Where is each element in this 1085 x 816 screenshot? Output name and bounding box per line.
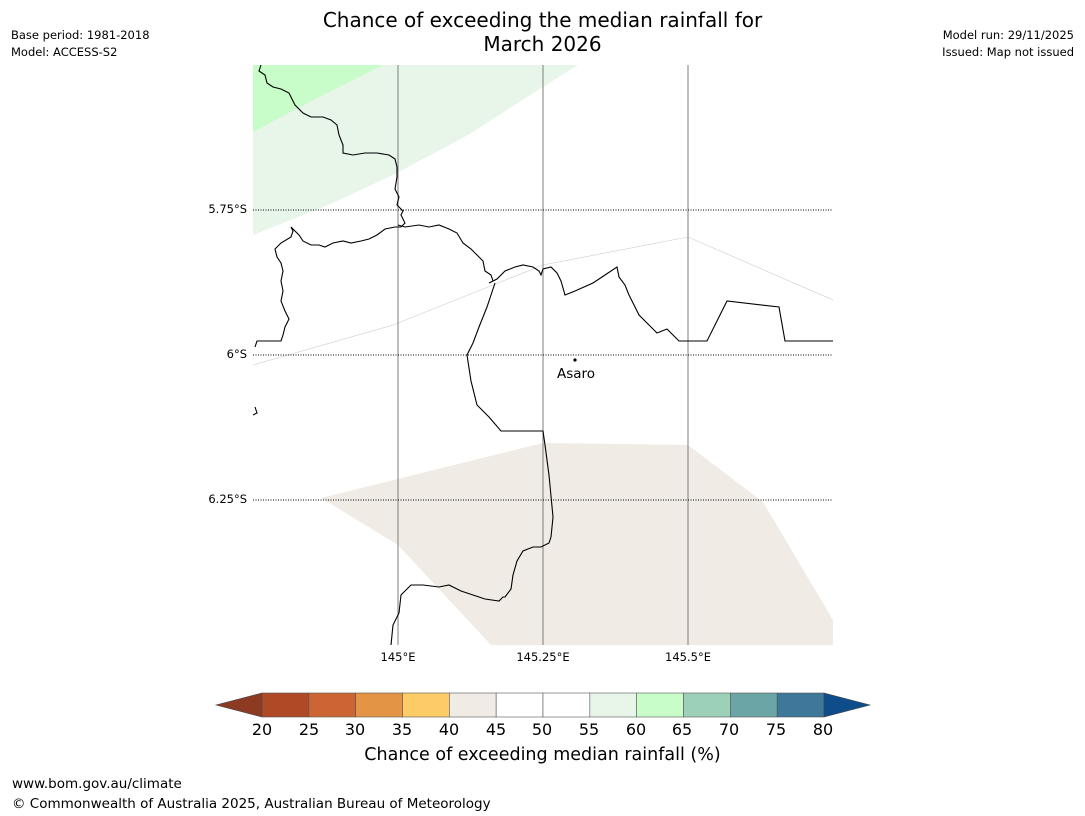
colorbar [214,692,872,718]
colorbar-tick: 25 [298,720,320,739]
boundary-line [397,224,833,342]
model-text: Model: ACCESS-S2 [11,45,118,59]
boundary-line [390,282,554,645]
colorbar-tick: 60 [625,720,647,739]
colorbar-tick: 70 [718,720,740,739]
colorbar-bin [308,692,356,718]
lat-label-5-75: 5.75°S [208,202,247,216]
lat-label-6-25: 6.25°S [208,492,247,506]
map-panel: Asaro [253,65,833,645]
colorbar-tick: 55 [578,720,600,739]
map-title-line2: March 2026 [483,32,602,56]
colorbar-bin [355,692,403,718]
meta-left: Base period: 1981-2018 Model: ACCESS-S2 [11,27,150,61]
asaro-marker [573,358,577,362]
colorbar-tick: 45 [485,720,507,739]
colorbar-bin [730,692,778,718]
issued-text: Issued: Map not issued [942,45,1074,59]
shade-55-60 [253,65,578,235]
asaro-label: Asaro [557,366,595,382]
shade-40-45 [321,443,833,645]
map-title-line1: Chance of exceeding the median rainfall … [322,8,763,32]
meta-right: Model run: 29/11/2025 Issued: Map not is… [942,27,1074,61]
model-run-text: Model run: 29/11/2025 [942,28,1074,42]
colorbar-bin [495,692,544,718]
colorbar-bin [683,692,731,718]
colorbar-tick: 30 [344,720,366,739]
colorbar-tick: 65 [671,720,693,739]
colorbar-bin [589,692,637,718]
colorbar-tick: 35 [391,720,413,739]
boundary-line [253,406,258,416]
colorbar-bin [542,692,591,718]
lon-label-145-25: 145.25°E [516,650,570,664]
colorbar-bin [776,692,825,718]
colorbar-bin [636,692,684,718]
boundary-line [254,65,406,348]
colorbar-tick: 20 [251,720,273,739]
colorbar-low-extend [214,692,263,718]
colorbar-bin [402,692,450,718]
lon-label-145: 145°E [380,650,416,664]
colorbar-tick: 40 [438,720,460,739]
colorbar-bin [449,692,497,718]
footer-copyright: © Commonwealth of Australia 2025, Austra… [12,796,491,812]
colorbar-tick: 50 [531,720,553,739]
colorbar-title: Chance of exceeding median rainfall (%) [364,745,721,765]
lat-label-6: 6°S [226,347,247,361]
colorbar-high-extend [823,692,872,718]
colorbar-bin [261,692,310,718]
shade-60-65 [253,65,383,132]
colorbar-tick: 75 [765,720,787,739]
map-title: Chance of exceeding the median rainfall … [0,8,1085,56]
footer-url: www.bom.gov.au/climate [12,776,182,792]
base-period-text: Base period: 1981-2018 [11,28,150,42]
contour-line [253,236,833,366]
lon-label-145-5: 145.5°E [665,650,711,664]
colorbar-tick: 80 [812,720,834,739]
